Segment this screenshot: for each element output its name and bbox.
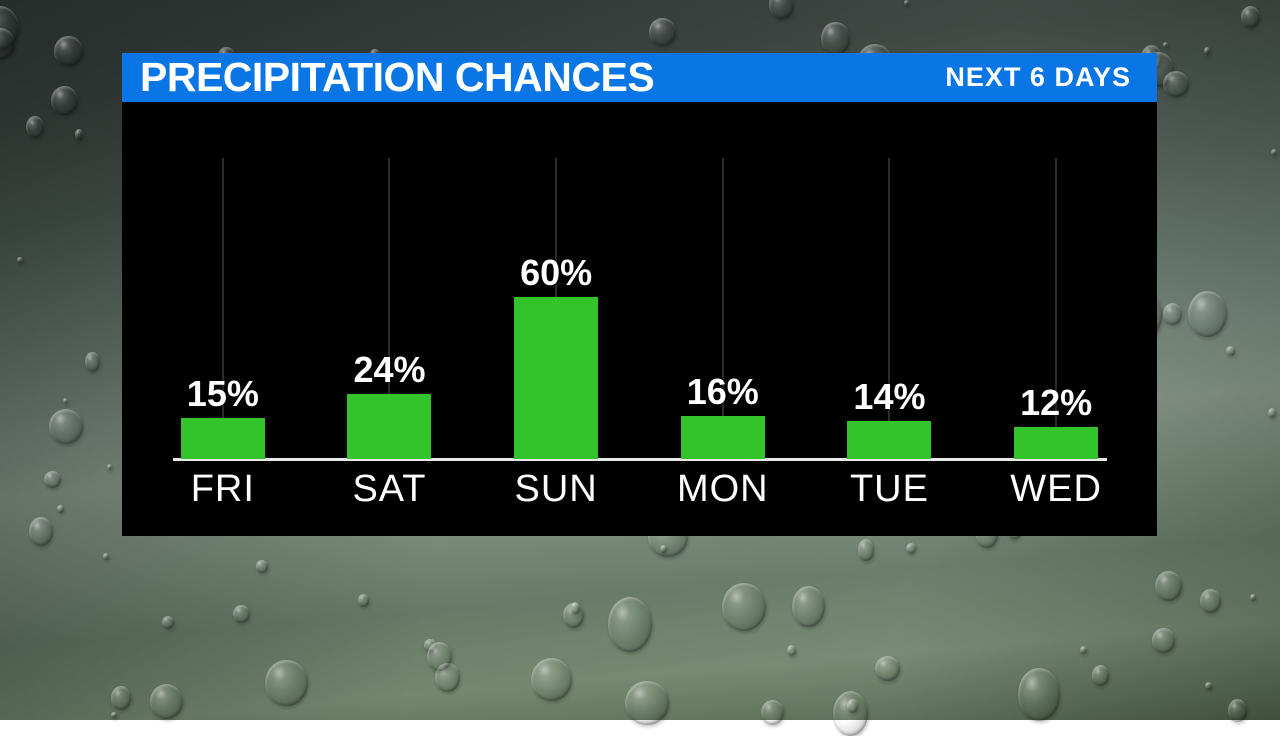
- chart-column: 16% MON: [639, 102, 806, 536]
- rain-droplet: [1188, 291, 1228, 338]
- chart-column: 15% FRI: [140, 102, 307, 536]
- date-range-label: NEXT 6 DAYS: [945, 53, 1131, 102]
- rain-droplet: [111, 712, 117, 719]
- rain-droplet: [761, 700, 785, 725]
- rain-droplet: [162, 616, 174, 630]
- bar: [1014, 427, 1098, 459]
- rain-droplet: [1163, 71, 1188, 97]
- rain-droplet: [649, 18, 676, 46]
- day-axis-label: SUN: [473, 470, 640, 508]
- rain-droplet: [875, 656, 900, 682]
- day-axis-label: MON: [639, 470, 806, 508]
- rain-droplet: [1200, 589, 1221, 613]
- bar-value-label: 15%: [140, 376, 307, 412]
- rain-droplet: [821, 22, 849, 56]
- rain-droplet: [107, 464, 112, 470]
- rain-droplet: [906, 543, 916, 554]
- graphic-header: PRECIPITATION CHANCES NEXT 6 DAYS: [122, 53, 1157, 102]
- rain-droplet: [44, 471, 61, 488]
- rain-droplet: [1268, 408, 1276, 418]
- rain-droplet: [111, 686, 130, 710]
- rain-droplet: [833, 691, 868, 736]
- bar: [347, 394, 431, 459]
- rain-droplet: [792, 586, 825, 627]
- rain-droplet: [75, 129, 84, 140]
- rain-droplet: [57, 505, 64, 513]
- rain-droplet: [1241, 6, 1260, 27]
- rain-droplet: [571, 602, 580, 613]
- rain-droplet: [1205, 682, 1212, 690]
- rain-droplet: [358, 594, 369, 606]
- bar: [514, 297, 598, 459]
- rain-droplet: [1155, 571, 1182, 601]
- rain-droplet: [26, 116, 44, 138]
- chart-column: 12% WED: [973, 102, 1140, 536]
- rain-droplet: [531, 658, 572, 701]
- rain-droplet: [0, 6, 19, 51]
- day-axis-label: SAT: [306, 470, 473, 508]
- rain-droplet: [625, 681, 669, 725]
- rain-droplet: [1163, 303, 1182, 326]
- day-axis-label: WED: [973, 470, 1140, 508]
- rain-droplet: [1228, 699, 1246, 722]
- rain-droplet: [17, 257, 23, 264]
- rain-droplet: [103, 553, 109, 560]
- rain-droplet: [769, 0, 794, 19]
- day-axis-label: TUE: [806, 470, 973, 508]
- rain-droplet: [1152, 628, 1174, 653]
- rain-droplet: [904, 0, 909, 6]
- chart-column: 60% SUN: [473, 102, 640, 536]
- rain-droplet: [1080, 646, 1087, 654]
- bar-value-label: 12%: [973, 385, 1140, 421]
- bar: [181, 418, 265, 459]
- rain-droplet: [29, 517, 52, 546]
- rain-droplet: [85, 352, 100, 371]
- bar-value-label: 60%: [473, 255, 640, 291]
- bar-value-label: 24%: [306, 352, 473, 388]
- rain-droplet: [1204, 47, 1210, 55]
- chart-column: 14% TUE: [806, 102, 973, 536]
- rain-droplet: [1092, 665, 1109, 686]
- gridline-tick: [722, 158, 724, 459]
- rain-droplet: [233, 605, 250, 622]
- graphic-title: PRECIPITATION CHANCES: [140, 53, 654, 102]
- rain-droplet: [1271, 149, 1277, 156]
- bar: [847, 421, 931, 459]
- bar: [681, 416, 765, 459]
- bar-value-label: 16%: [639, 374, 806, 410]
- rain-droplet: [1018, 668, 1061, 721]
- rain-droplet: [847, 699, 858, 713]
- rain-droplet: [54, 36, 82, 66]
- rain-droplet: [51, 86, 78, 115]
- precipitation-bar-chart: 15% FRI 24% SAT 60% SUN 16% MON 14% TUE 12% WED: [122, 102, 1157, 536]
- rain-droplet: [49, 409, 83, 443]
- chart-column: 24% SAT: [306, 102, 473, 536]
- rain-droplet: [722, 583, 766, 632]
- rain-droplet: [256, 560, 268, 574]
- rain-droplet: [787, 645, 796, 655]
- rain-droplet: [265, 660, 307, 706]
- rain-droplet: [1163, 42, 1168, 48]
- rain-droplet: [1226, 346, 1235, 356]
- forecast-graphic-panel: PRECIPITATION CHANCES NEXT 6 DAYS 15% FRI…: [122, 53, 1157, 536]
- rain-droplet: [150, 684, 183, 719]
- day-axis-label: FRI: [140, 470, 307, 508]
- bar-value-label: 14%: [806, 379, 973, 415]
- rain-droplet: [608, 597, 652, 652]
- rain-droplet: [63, 398, 68, 404]
- rain-droplet: [1250, 594, 1256, 601]
- rain-droplet: [858, 539, 875, 561]
